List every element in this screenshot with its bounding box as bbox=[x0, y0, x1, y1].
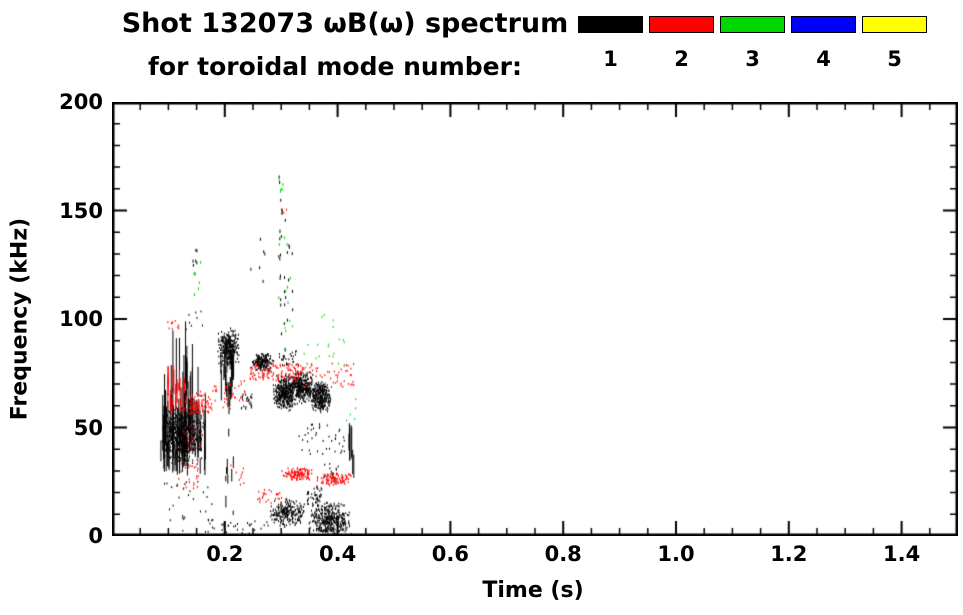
legend-color-swatch bbox=[862, 16, 927, 33]
x-tick-label: 0.2 bbox=[206, 542, 244, 566]
x-tick-label: 0.4 bbox=[318, 542, 357, 566]
legend-color-swatch bbox=[649, 16, 714, 33]
x-tick-label: 1.0 bbox=[657, 542, 695, 566]
legend-mode-number: 4 bbox=[816, 47, 831, 71]
y-tick-label: 150 bbox=[59, 198, 103, 223]
spectrogram-canvas bbox=[112, 102, 958, 536]
legend-item-mode-1: 1 bbox=[578, 16, 643, 70]
y-tick-label: 200 bbox=[59, 90, 103, 114]
y-tick-label: 50 bbox=[73, 415, 103, 440]
legend-mode-number: 5 bbox=[887, 47, 902, 71]
legend-item-mode-4: 4 bbox=[791, 16, 856, 70]
legend-color-swatch bbox=[578, 16, 643, 33]
mode-color-legend: 1 2 3 4 5 bbox=[578, 16, 927, 70]
x-axis-title: Time (s) bbox=[482, 578, 584, 603]
legend-mode-number: 3 bbox=[745, 47, 760, 71]
y-tick-label: 0 bbox=[88, 524, 103, 548]
legend-mode-number: 1 bbox=[603, 47, 618, 71]
plot-title-line1: Shot 132073 ωB(ω) spectrum bbox=[121, 8, 569, 39]
legend-item-mode-3: 3 bbox=[720, 16, 785, 70]
x-tick-label: 1.4 bbox=[882, 542, 921, 566]
plot-title-line2: for toroidal mode number: bbox=[148, 52, 522, 81]
x-tick-label: 0.8 bbox=[544, 542, 582, 566]
legend-color-swatch bbox=[720, 16, 785, 33]
x-tick-label: 0.6 bbox=[431, 542, 469, 566]
legend-mode-number: 2 bbox=[674, 47, 689, 71]
legend-item-mode-5: 5 bbox=[862, 16, 927, 70]
y-axis-title: Frequency (kHz) bbox=[7, 217, 33, 421]
legend-item-mode-2: 2 bbox=[649, 16, 714, 70]
legend-color-swatch bbox=[791, 16, 856, 33]
y-tick-label: 100 bbox=[59, 307, 103, 331]
x-tick-label: 1.2 bbox=[770, 542, 808, 566]
